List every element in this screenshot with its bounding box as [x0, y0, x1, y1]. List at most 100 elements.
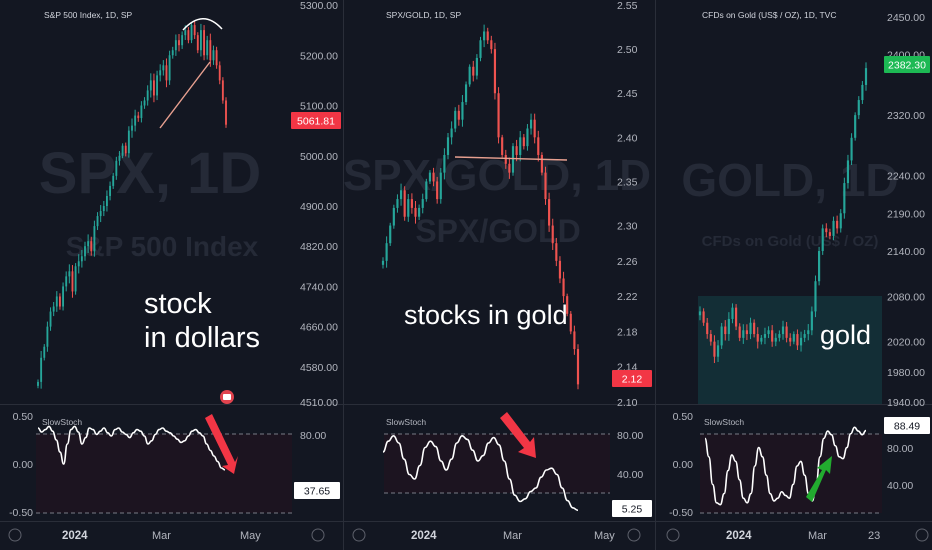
auto-scale-icon[interactable] — [627, 528, 641, 542]
highlight-box — [698, 296, 882, 404]
candle-body — [720, 326, 723, 346]
candle-body — [529, 119, 533, 129]
candles — [698, 62, 868, 364]
price-axis[interactable]: 2450.002400.002320.002240.002190.002140.… — [887, 12, 925, 409]
timezone-icon[interactable] — [8, 528, 22, 542]
candle-body — [209, 40, 212, 61]
candle-body — [121, 145, 124, 156]
candle-body — [96, 216, 99, 227]
candle-body — [727, 318, 730, 335]
candle-body — [861, 84, 864, 101]
candle-body — [857, 100, 860, 116]
auto-scale-icon[interactable] — [915, 528, 929, 542]
candle-body — [55, 296, 58, 307]
top-arc-annotation — [182, 18, 223, 31]
spx-gold-panel[interactable]: SPX/GOLD, 1D SPX/GOLD SPX/GOLD, 1D, SP s… — [343, 0, 652, 542]
candle-body — [218, 65, 221, 81]
candle-body — [493, 49, 497, 94]
candle-body — [454, 110, 457, 129]
candle-body — [774, 337, 777, 342]
timezone-icon[interactable] — [666, 528, 680, 542]
stoch-band — [36, 434, 292, 513]
price-tick: 4510.00 — [300, 397, 338, 409]
candle-body — [483, 31, 486, 41]
candle-body — [399, 190, 403, 200]
candle-body — [713, 341, 716, 357]
candle-body — [68, 271, 71, 277]
candle-body — [71, 271, 74, 292]
price-tick: 2.18 — [617, 326, 638, 338]
candle-body — [562, 278, 565, 297]
candle-body — [418, 207, 421, 217]
candle-body — [825, 228, 828, 233]
candle-body — [753, 322, 756, 335]
candle-body — [77, 261, 80, 267]
candle-body — [504, 154, 507, 164]
price-axis[interactable]: 2.552.502.452.402.352.302.262.222.182.14… — [617, 0, 638, 409]
candle-body — [225, 100, 227, 125]
green-arrow-up — [806, 456, 832, 502]
gold-panel[interactable]: GOLD, 1D CFDs on Gold (US$ / OZ) CFDs on… — [666, 10, 930, 542]
candle-body — [763, 334, 767, 338]
candle-body — [137, 115, 140, 119]
candle-body — [109, 185, 112, 196]
candle-body — [159, 70, 162, 76]
price-tick: 4740.00 — [300, 281, 338, 293]
alert-icon[interactable] — [220, 390, 234, 404]
candle-body — [99, 211, 102, 217]
candle-body — [799, 337, 803, 346]
candle-body — [193, 25, 196, 36]
price-tick: 2020.00 — [887, 337, 925, 349]
candle-body — [846, 160, 850, 184]
candle-body — [832, 220, 835, 236]
candle-body — [533, 119, 536, 138]
candle-body — [140, 105, 143, 119]
spx-panel[interactable]: SPX, 1D S&P 500 Index S&P 500 Index, 1D,… — [8, 0, 341, 542]
price-tick: 2190.00 — [887, 208, 925, 220]
price-tick: 2.50 — [617, 44, 638, 56]
indicator-left-tick: 0.00 — [13, 459, 34, 471]
candle-body — [745, 330, 748, 335]
stoch-line — [37, 425, 226, 471]
watermark-description: S&P 500 Index — [66, 231, 259, 262]
auto-scale-icon[interactable] — [311, 528, 325, 542]
candle-body — [146, 90, 149, 101]
timezone-icon[interactable] — [352, 528, 366, 542]
candle-body — [168, 55, 171, 81]
candle-body — [149, 80, 152, 91]
annotation: stocks in gold — [404, 300, 568, 330]
candle-body — [199, 30, 202, 51]
candles — [37, 21, 227, 389]
candle-body — [414, 207, 417, 217]
candle-body — [392, 207, 395, 226]
indicator-left-tick: 0.50 — [673, 411, 694, 423]
candle-body — [396, 199, 399, 208]
candle-body — [785, 326, 788, 338]
last-price-value: 5061.81 — [297, 116, 335, 128]
price-tick: 2450.00 — [887, 12, 925, 24]
candle-body — [134, 115, 137, 126]
candle-body — [702, 311, 705, 323]
candle-body — [196, 35, 199, 51]
chart-title: CFDs on Gold (US$ / OZ), 1D, TVC — [702, 10, 836, 20]
candle-body — [90, 241, 93, 252]
candle-body — [558, 260, 562, 279]
candle-body — [93, 226, 96, 252]
candle-body — [105, 195, 108, 207]
candle-body — [52, 306, 55, 312]
stoch-line — [704, 426, 867, 506]
price-tick: 1940.00 — [887, 397, 925, 409]
stoch-band — [700, 434, 882, 513]
candle-body — [425, 181, 428, 200]
x-tick: 2024 — [62, 530, 88, 542]
candle-body — [436, 181, 439, 200]
candle-body — [515, 146, 518, 155]
candle-body — [508, 163, 511, 173]
price-axis[interactable]: 5300.00 5200.00 5100.00 5000.00 4900.00 4820.… — [300, 0, 338, 409]
candle-body — [486, 31, 489, 41]
candle-body — [131, 125, 133, 131]
annotation: gold — [820, 320, 871, 350]
indicator-name: SlowStoch — [386, 417, 426, 427]
candle-body — [439, 172, 442, 200]
watermark-symbol: SPX/GOLD, 1D — [343, 151, 651, 200]
